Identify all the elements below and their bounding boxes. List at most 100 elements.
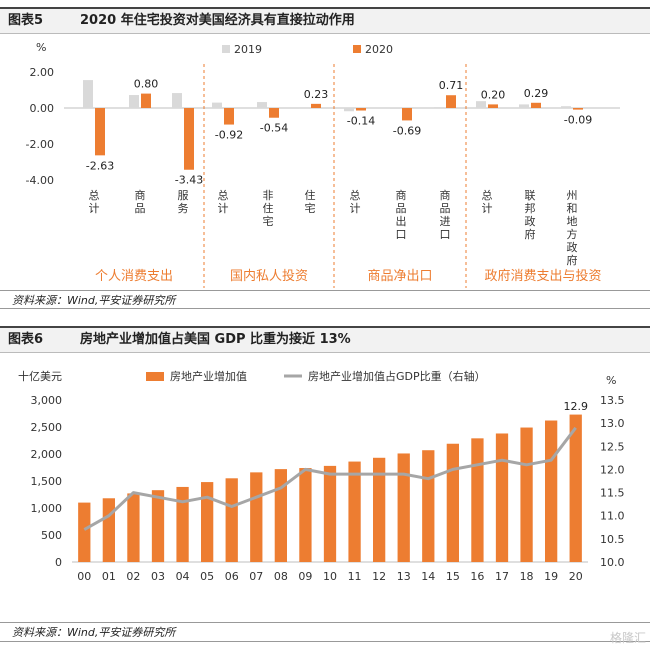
chart6-right-tick: 13.5 [600,394,625,407]
chart6-annotation: 12.9 [563,400,588,413]
figure5-title: 2020 年住宅投资对美国经济具有直接拉动作用 [80,13,355,28]
chart6-left-tick: 2,500 [31,421,63,434]
chart5-group-label: 政府消费支出与投资 [484,268,601,284]
chart6-right-tick: 10.5 [600,533,625,546]
chart6-bar [151,490,165,562]
chart5-bar-2019 [129,95,139,108]
chart6-bar [446,443,459,562]
chart6-bar [323,465,337,562]
figure6-source: 资料来源：Wind,平安证券研究所 [12,626,176,639]
chart6-x-tick: 08 [274,570,288,583]
figure6-source-bottom-rule [0,641,650,642]
chart5-data-label: -0.09 [564,114,592,127]
chart5-bar-2020 [573,108,583,110]
chart6-left-unit: 十亿美元 [18,369,62,383]
chart6-right-tick: 11.5 [600,487,625,500]
chart6-x-tick: 17 [495,570,509,583]
figure6-title: 房地产业增加值占美国 GDP 比重为接近 13% [80,332,351,347]
chart5-data-label: -0.92 [215,129,243,142]
chart6-x-tick: 01 [102,570,116,583]
chart6-x-tick: 09 [298,570,312,583]
chart5-bar-2019 [299,108,309,109]
chart6-legend-bar-swatch [146,372,164,381]
chart5-data-label: 0.20 [481,88,506,101]
chart5-y-tick: 2.00 [30,66,55,79]
chart5-category-label: 服务 [178,189,189,215]
chart5-data-label: 0.29 [524,87,549,100]
chart6-x-tick: 16 [470,570,484,583]
chart6-x-tick: 03 [151,570,165,583]
chart6-left-tick: 1,000 [31,502,63,515]
chart6-bar [102,498,115,562]
chart5-category-label: 联邦政府 [525,189,536,241]
chart6-x-tick: 15 [446,570,460,583]
chart6-x-tick: 05 [200,570,214,583]
chart6-bar [225,478,238,562]
chart5-category-label: 总计 [482,188,493,215]
chart6-bar [176,486,189,562]
chart6-x-tick: 12 [372,570,386,583]
chart5-bar-2020 [224,108,234,125]
figure5-source-top-rule [0,290,650,291]
chart5-bar-2019 [476,101,486,108]
chart6-x-tick: 00 [77,570,91,583]
chart6-bar [545,420,558,562]
chart5-group-label: 国内私人投资 [230,268,308,284]
chart6-bar [520,427,533,562]
chart6-right-tick: 12.5 [600,440,625,453]
chart6-bar [250,472,263,562]
chart5-legend-2020: 2020 [365,43,393,56]
chart5-bar-2019 [344,108,354,112]
figure6-header: 图表6 房地产业增加值占美国 GDP 比重为接近 13% [0,326,650,353]
chart5-bar-2020 [141,93,151,108]
chart5-bar-2020 [488,104,498,108]
chart6-right-tick: 10.0 [600,556,625,569]
watermark-text: 格隆汇 [609,631,646,645]
chart6-legend-line: 房地产业增加值占GDP比重（右轴） [308,369,486,383]
figure6-source-top-rule [0,622,650,623]
chart5-bar-2020 [269,108,279,118]
chart5-category-label: 商品 [135,188,146,215]
chart6-bar [495,433,509,562]
chart6-bar [471,438,484,562]
chart6-share-line [83,426,577,531]
chart5-bar-2019 [83,80,93,108]
chart5-data-label: -0.14 [347,115,375,128]
chart5-y-unit: % [36,41,46,54]
chart5-bar-2019 [390,108,400,109]
chart6-bar [201,482,214,562]
figure5-label: 图表5 [8,13,44,28]
chart5-category-label: 商品出口 [396,188,407,241]
chart5-bar-2019 [434,107,444,108]
chart5-bar-2020 [446,95,456,108]
chart5-legend-2019: 2019 [234,43,262,56]
chart5-group-label: 商品净出口 [367,269,432,284]
figure6-label: 图表6 [8,332,44,347]
chart5-bar-2020 [531,102,541,108]
chart6-right-tick: 11.0 [600,510,625,523]
figure5-source-bottom-rule [0,308,650,309]
chart6: 十亿美元 %05001,0001,5002,0002,5003,00010.010… [18,369,625,583]
chart5-group-label: 个人消费支出 [95,269,173,284]
chart6-x-tick: 07 [249,570,263,583]
chart6-bar [569,414,582,562]
chart5-category-label: 总计 [350,188,361,215]
chart5-bar-2020 [402,108,412,121]
chart5-bar-2020 [184,108,194,170]
chart5-category-label: 非住宅 [263,189,274,228]
chart6-x-tick: 19 [544,570,558,583]
chart5-y-tick: -2.00 [26,138,54,151]
chart5-category-label: 住宅 [305,188,316,215]
chart5-bar-2019 [172,93,182,108]
chart5-data-label: 0.23 [304,88,329,101]
chart5-y-tick: 0.00 [30,102,55,115]
chart5-data-label: -2.63 [86,159,114,172]
chart5-data-label: -0.54 [260,122,288,135]
chart5-bar-2019 [519,104,529,108]
chart6-x-tick: 13 [397,570,411,583]
chart6-left-tick: 3,000 [31,394,63,407]
chart5-data-label: -0.69 [393,124,421,137]
chart5-bar-2019 [212,102,222,108]
chart5-data-label: 0.80 [134,78,159,91]
chart6-x-tick: 10 [323,570,337,583]
